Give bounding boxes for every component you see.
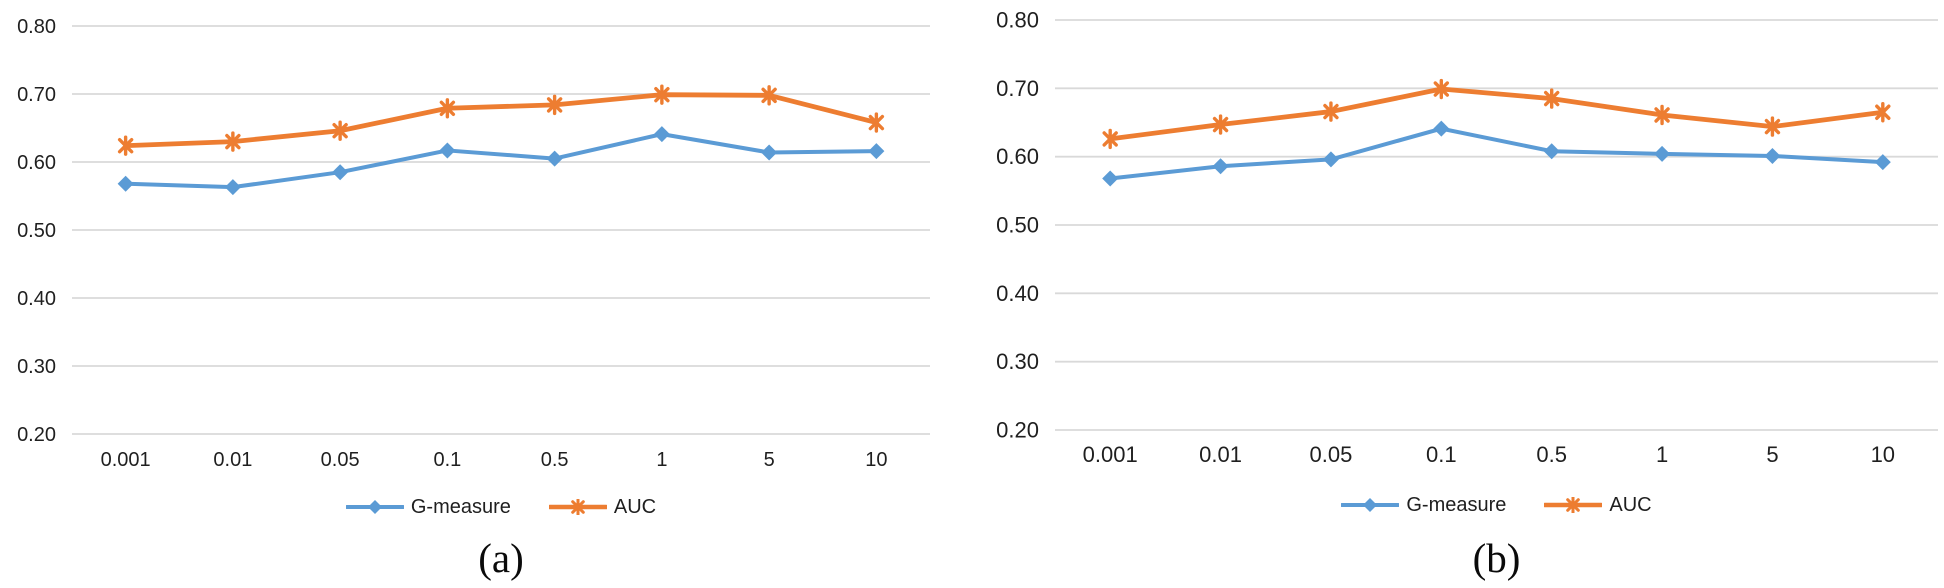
marker-g-measure bbox=[224, 179, 241, 196]
legend-item-auc: AUC bbox=[548, 495, 657, 519]
marker-auc bbox=[332, 123, 348, 139]
x-tick-label: 5 bbox=[1766, 442, 1778, 467]
y-tick-label: 0.80 bbox=[996, 7, 1039, 32]
y-tick-label: 0.40 bbox=[996, 281, 1039, 306]
x-tick-label: 0.001 bbox=[101, 449, 151, 471]
y-tick-label: 0.30 bbox=[996, 349, 1039, 374]
x-tick-label: 10 bbox=[865, 449, 887, 471]
legend-item-g-measure: G-measure bbox=[1341, 494, 1506, 517]
chart-canvas: 0.80 0.70 0.60 0.50 0.40 0.30 0.20 0.001 0.01 0.0… bbox=[17, 16, 930, 471]
legend-label: G-measure bbox=[1406, 493, 1507, 516]
legend-label: AUC bbox=[1609, 493, 1652, 516]
caption-a: (a) bbox=[478, 535, 524, 581]
marker-g-measure bbox=[117, 175, 134, 192]
y-tick-label: 0.20 bbox=[996, 417, 1039, 442]
marker-auc bbox=[1543, 90, 1560, 107]
marker-auc bbox=[1323, 103, 1339, 120]
line-chart-a: 0.80 0.70 0.60 0.50 0.40 0.30 0.20 0.001 0.01 0.0… bbox=[17, 16, 930, 520]
y-tick-label: 0.70 bbox=[17, 84, 56, 106]
y-tick-label: 0.50 bbox=[17, 220, 56, 242]
x-tick-label: 0.01 bbox=[1199, 442, 1242, 467]
marker-g-measure bbox=[546, 150, 563, 167]
marker-g-measure bbox=[332, 164, 349, 181]
legend-label: AUC bbox=[613, 495, 657, 518]
chart-panel-b: 0.80 0.70 0.60 0.50 0.40 0.30 0.20 0.001 0.01 0.0… bbox=[972, 0, 1944, 588]
marker-auc bbox=[1102, 131, 1118, 147]
marker-g-measure bbox=[1543, 143, 1560, 160]
y-tick-label: 0.60 bbox=[17, 152, 56, 174]
y-tick-label: 0.30 bbox=[17, 356, 56, 378]
y-tick-label: 0.20 bbox=[17, 424, 56, 446]
legend-swatch-asterisk-icon bbox=[1544, 497, 1603, 513]
marker-auc bbox=[225, 133, 241, 150]
chart-canvas: 0.80 0.70 0.60 0.50 0.40 0.30 0.20 0.001 0.01 0.0… bbox=[996, 7, 1938, 467]
marker-auc bbox=[1654, 107, 1670, 123]
marker-g-measure bbox=[1212, 158, 1229, 175]
marker-g-measure bbox=[1764, 147, 1781, 164]
marker-g-measure bbox=[1433, 120, 1450, 137]
legend-label: G-measure bbox=[410, 495, 511, 518]
legend: G-measure AUC bbox=[72, 494, 930, 520]
line-chart-b: 0.80 0.70 0.60 0.50 0.40 0.30 0.20 0.001 0.01 0.0… bbox=[972, 0, 1944, 588]
marker-g-measure bbox=[439, 142, 456, 159]
marker-auc bbox=[868, 114, 885, 131]
y-tick-label: 0.40 bbox=[17, 288, 56, 310]
x-tick-label: 1 bbox=[656, 449, 667, 471]
marker-g-measure bbox=[1322, 151, 1339, 168]
x-tick-label: 0.5 bbox=[541, 449, 569, 471]
x-tick-label: 0.05 bbox=[321, 449, 360, 471]
x-tick-label: 5 bbox=[764, 449, 775, 471]
series-line-auc bbox=[123, 92, 879, 149]
y-tick-label: 0.70 bbox=[996, 76, 1039, 101]
x-tick-label: 0.05 bbox=[1310, 442, 1353, 467]
marker-auc bbox=[546, 97, 563, 113]
x-tick-label: 0.1 bbox=[1426, 442, 1457, 467]
legend-item-auc: AUC bbox=[1544, 493, 1652, 517]
legend: G-measure AUC bbox=[1055, 492, 1938, 518]
x-tick-label: 0.01 bbox=[213, 449, 252, 471]
x-tick-label: 0.001 bbox=[1083, 442, 1138, 467]
legend-swatch-asterisk-icon bbox=[548, 499, 607, 515]
x-tick-label: 0.5 bbox=[1536, 442, 1567, 467]
x-tick-label: 0.1 bbox=[433, 449, 461, 471]
marker-g-measure bbox=[1102, 170, 1119, 187]
series-line-g-measure bbox=[1108, 126, 1885, 181]
marker-g-measure bbox=[761, 144, 778, 161]
marker-auc bbox=[1875, 104, 1891, 120]
x-tick-label: 1 bbox=[1656, 442, 1668, 467]
marker-g-measure bbox=[1874, 154, 1891, 171]
marker-auc bbox=[1764, 118, 1781, 135]
y-tick-label: 0.60 bbox=[996, 144, 1039, 169]
marker-g-measure bbox=[1654, 145, 1671, 162]
series-line-auc bbox=[1107, 86, 1886, 142]
chart-panel-a: 0.80 0.70 0.60 0.50 0.40 0.30 0.20 0.001 0.01 0.0… bbox=[17, 16, 930, 581]
y-tick-label: 0.50 bbox=[996, 212, 1039, 237]
legend-item-g-measure: G-measure bbox=[345, 495, 511, 519]
marker-auc bbox=[117, 137, 134, 154]
marker-auc bbox=[761, 87, 777, 104]
caption-b: (b) bbox=[1472, 535, 1521, 581]
x-tick-label: 10 bbox=[1871, 442, 1895, 467]
marker-g-measure bbox=[868, 143, 885, 160]
legend-swatch-diamond-icon bbox=[1341, 498, 1400, 512]
marker-auc bbox=[654, 86, 670, 103]
marker-auc bbox=[439, 100, 456, 116]
marker-auc bbox=[1212, 116, 1229, 133]
marker-auc bbox=[1433, 81, 1450, 97]
series-line-g-measure bbox=[123, 132, 879, 190]
legend-swatch-diamond-icon bbox=[345, 500, 404, 514]
y-tick-label: 0.80 bbox=[17, 16, 56, 38]
marker-g-measure bbox=[653, 126, 670, 143]
